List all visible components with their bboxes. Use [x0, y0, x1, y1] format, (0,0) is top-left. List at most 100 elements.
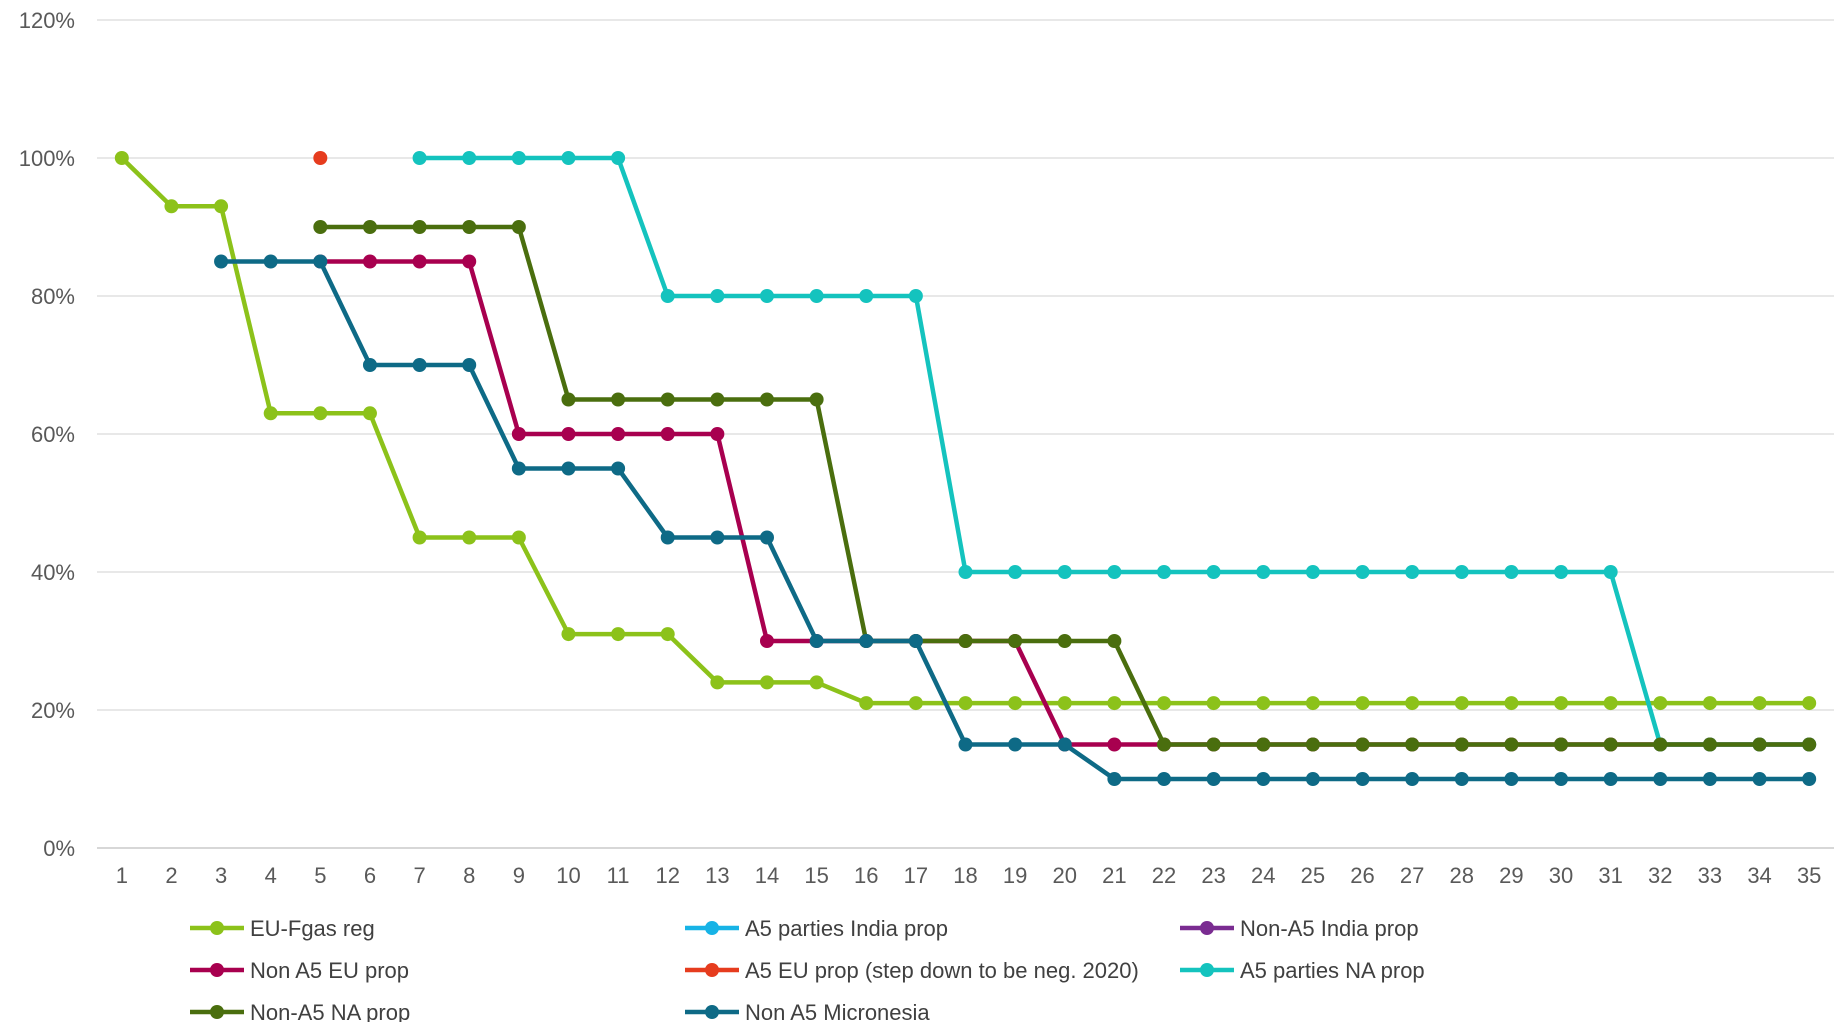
- data-point: [1305, 696, 1320, 711]
- x-tick-label: 12: [655, 863, 679, 888]
- series-line: [320, 259, 1810, 747]
- data-point: [809, 675, 824, 690]
- data-point: [859, 696, 874, 711]
- data-point: [1603, 696, 1618, 711]
- legend-item: EU-Fgas reg: [190, 916, 375, 941]
- x-tick-label: 29: [1499, 863, 1523, 888]
- x-tick-label: 11: [607, 863, 630, 888]
- data-point: [1256, 772, 1271, 786]
- data-point: [759, 634, 774, 648]
- data-point: [1157, 696, 1172, 711]
- x-tick-label: 6: [364, 863, 376, 888]
- data-point: [1653, 772, 1668, 786]
- data-point: [462, 151, 477, 165]
- legend-label: Non A5 Micronesia: [745, 1000, 930, 1022]
- data-point: [759, 392, 774, 407]
- data-point: [958, 565, 973, 579]
- legend-label: A5 parties India prop: [745, 916, 948, 941]
- gridlines: [97, 19, 1834, 849]
- y-tick-label: 20%: [31, 698, 75, 723]
- data-point: [362, 358, 377, 372]
- x-tick-label: 4: [265, 863, 277, 888]
- data-point: [511, 530, 526, 545]
- data-point: [462, 358, 477, 372]
- legend-item: A5 parties NA prop: [1180, 958, 1425, 983]
- series-eu-fgas-reg: [114, 151, 1817, 711]
- x-tick-label: 9: [513, 863, 525, 888]
- data-point: [1107, 565, 1122, 579]
- data-point: [1653, 737, 1668, 752]
- data-point: [1554, 772, 1569, 786]
- y-tick-label: 40%: [31, 560, 75, 585]
- data-point: [1107, 696, 1122, 711]
- data-point: [1057, 565, 1072, 579]
- data-point: [1305, 737, 1320, 752]
- data-point: [1157, 737, 1172, 752]
- data-point: [1008, 634, 1023, 648]
- data-point: [908, 696, 923, 711]
- data-point: [611, 392, 626, 407]
- x-tick-label: 17: [904, 863, 928, 888]
- data-point: [1554, 737, 1569, 752]
- data-point: [1405, 737, 1420, 752]
- series-a5-eu-prop-step-down-to-be-neg-2020: [313, 151, 328, 165]
- data-point: [1653, 696, 1668, 711]
- legend-item: Non-A5 NA prop: [190, 1000, 410, 1022]
- legend-swatch-marker: [705, 963, 719, 977]
- data-point: [1454, 565, 1469, 579]
- data-point: [660, 427, 675, 441]
- data-point: [561, 427, 576, 441]
- data-point: [710, 289, 725, 303]
- data-point: [1454, 696, 1469, 711]
- x-tick-label: 25: [1301, 863, 1325, 888]
- data-point: [859, 634, 874, 648]
- x-tick-label: 23: [1201, 863, 1225, 888]
- legend: EU-Fgas reg A5 parties India prop Non-A5 I…: [190, 916, 1425, 1022]
- x-axis-ticks: 1 2 3 4 5 6 7 8 9 10 11 12 13 14 15 16 17 18 19 20 21 22 23 24 2…: [116, 863, 1822, 888]
- data-point: [1107, 634, 1122, 648]
- data-point: [114, 151, 129, 165]
- data-point: [164, 199, 179, 214]
- legend-item: A5 parties India prop: [685, 916, 948, 941]
- x-tick-label: 27: [1400, 863, 1424, 888]
- x-tick-label: 3: [215, 863, 227, 888]
- data-point: [660, 289, 675, 303]
- data-point: [1603, 737, 1618, 752]
- x-tick-label: 20: [1053, 863, 1077, 888]
- data-point: [809, 392, 824, 407]
- data-point: [1355, 565, 1370, 579]
- x-tick-label: 34: [1747, 863, 1771, 888]
- data-point: [412, 530, 427, 545]
- data-point: [214, 199, 229, 214]
- y-tick-label: 120%: [19, 8, 75, 33]
- data-point: [1305, 565, 1320, 579]
- data-point: [1256, 565, 1271, 579]
- series-line: [419, 155, 1810, 747]
- data-point: [1504, 696, 1519, 711]
- legend-item: A5 EU prop (step down to be neg. 2020): [685, 958, 1139, 983]
- data-point: [1405, 772, 1420, 786]
- data-point: [908, 634, 923, 648]
- data-point: [561, 461, 576, 476]
- data-point: [1057, 634, 1072, 648]
- data-point: [511, 427, 526, 441]
- data-point: [759, 530, 774, 545]
- legend-swatch-marker: [210, 921, 224, 935]
- data-point: [660, 627, 675, 642]
- data-point: [313, 220, 328, 234]
- data-point: [1702, 696, 1717, 711]
- data-point: [1603, 772, 1618, 786]
- x-tick-label: 33: [1698, 863, 1722, 888]
- data-point: [1206, 737, 1221, 752]
- legend-swatch-marker: [210, 963, 224, 977]
- data-point: [958, 737, 973, 752]
- data-point: [1752, 737, 1767, 752]
- data-point: [313, 406, 328, 421]
- data-point: [313, 254, 328, 269]
- data-point: [1057, 696, 1072, 711]
- data-point: [611, 151, 626, 165]
- series-line: [120, 156, 1810, 706]
- data-point: [660, 530, 675, 545]
- x-tick-label: 7: [413, 863, 425, 888]
- y-tick-label: 60%: [31, 422, 75, 447]
